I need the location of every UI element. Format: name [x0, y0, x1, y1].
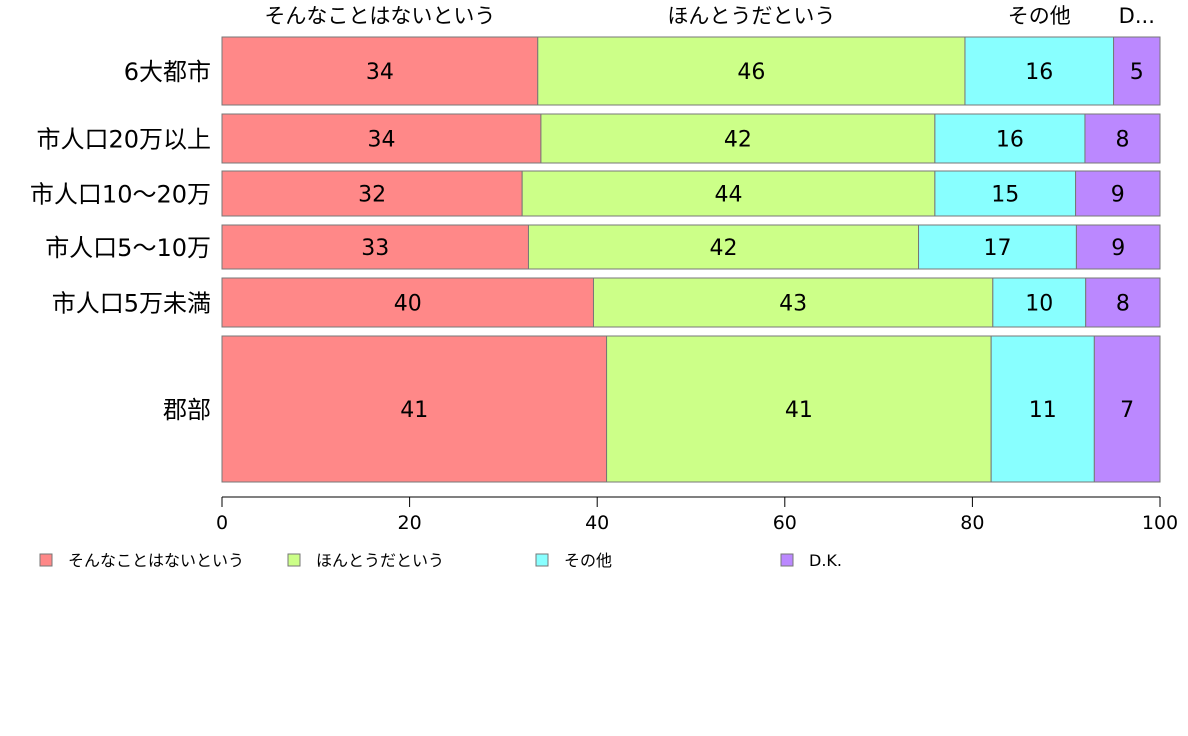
category-label: 郡部 — [163, 396, 211, 424]
bar-segment — [521, 170, 936, 217]
bar-value-label: 33 — [361, 236, 389, 261]
bar-value-label: 34 — [366, 60, 394, 85]
bar-value-label: 8 — [1116, 292, 1130, 317]
bar-value-label: 40 — [394, 292, 422, 317]
bar-value-label: 15 — [991, 183, 1019, 208]
bar-segment — [934, 113, 1086, 164]
bar-segment — [1075, 224, 1161, 270]
bar-value-label: 41 — [785, 398, 813, 423]
category-label: 市人口20万以上 — [36, 126, 211, 154]
bar-segment — [1113, 36, 1161, 106]
bar-segment — [221, 113, 542, 164]
bar-segment — [221, 224, 529, 270]
bar-segment — [221, 277, 594, 328]
bar-segment — [537, 36, 966, 106]
x-tick-label: 40 — [585, 512, 609, 534]
bar-segment — [221, 170, 523, 217]
bar-value-label: 17 — [983, 236, 1011, 261]
x-tick-label: 100 — [1142, 512, 1178, 534]
bar-value-label: 10 — [1025, 292, 1053, 317]
bar-value-label: 43 — [779, 292, 807, 317]
bar-value-label: 7 — [1120, 398, 1134, 423]
bar-segment — [592, 277, 994, 328]
bar-value-label: 46 — [737, 60, 765, 85]
bar-segment — [1093, 335, 1161, 483]
x-tick-label: 20 — [398, 512, 422, 534]
bar-segment — [221, 36, 539, 106]
bar-segment — [540, 113, 936, 164]
bar-value-label: 42 — [724, 128, 752, 153]
bar-value-label: 9 — [1111, 183, 1125, 208]
bar-segment — [992, 277, 1087, 328]
x-tick-label: 60 — [773, 512, 797, 534]
legend-swatch — [780, 553, 794, 567]
bar-value-label: 34 — [367, 128, 395, 153]
bar-value-label: 8 — [1115, 128, 1129, 153]
bar-segment — [1085, 277, 1161, 328]
legend-swatch — [287, 553, 301, 567]
column-top-label: その他 — [1008, 4, 1071, 28]
bar-value-label: 11 — [1029, 398, 1057, 423]
legend-label: D.K. — [809, 551, 842, 570]
bar-segment — [527, 224, 920, 270]
bar-value-label: 42 — [710, 236, 738, 261]
x-tick-label: 0 — [216, 512, 228, 534]
bar-value-label: 41 — [400, 398, 428, 423]
bar-value-label: 44 — [715, 183, 743, 208]
bars: 34 46 16 5 34 42 16 8 32 44 15 9 33 42 17 9 40 43 10 8 41 41 1… — [221, 36, 1161, 483]
legend-swatch — [39, 553, 53, 567]
legend-label: そんなことはないという — [68, 551, 244, 570]
category-label: 6大都市 — [124, 58, 211, 86]
category-label: 市人口5〜10万 — [45, 234, 211, 262]
bar-value-label: 5 — [1130, 60, 1144, 85]
bar-value-label: 16 — [996, 128, 1024, 153]
bar-segment — [221, 335, 608, 483]
column-top-label: そんなことはないという — [264, 4, 495, 28]
category-label: 市人口5万未満 — [52, 290, 211, 318]
bar-segment — [1075, 170, 1161, 217]
bar-segment — [964, 36, 1115, 106]
column-top-label: D... — [1119, 4, 1155, 28]
legend-swatch — [535, 553, 549, 567]
legend-label: その他 — [564, 551, 612, 570]
bar-value-label: 32 — [358, 183, 386, 208]
x-tick-label: 80 — [960, 512, 984, 534]
x-axis: 0 20 40 60 80 100 — [216, 496, 1178, 534]
bar-value-label: 16 — [1025, 60, 1053, 85]
bar-value-label: 9 — [1111, 236, 1125, 261]
top-column-labels: そんなことはないという ほんとうだという その他 D... — [264, 4, 1155, 28]
category-label: 市人口10〜20万 — [30, 181, 211, 209]
bar-segment — [1084, 113, 1161, 164]
column-top-label: ほんとうだという — [667, 4, 835, 28]
legend-label: ほんとうだという — [316, 551, 444, 570]
bar-segment — [606, 335, 992, 483]
legend: そんなことはないという ほんとうだという その他 D.K. — [39, 551, 842, 570]
bar-segment — [990, 335, 1095, 483]
